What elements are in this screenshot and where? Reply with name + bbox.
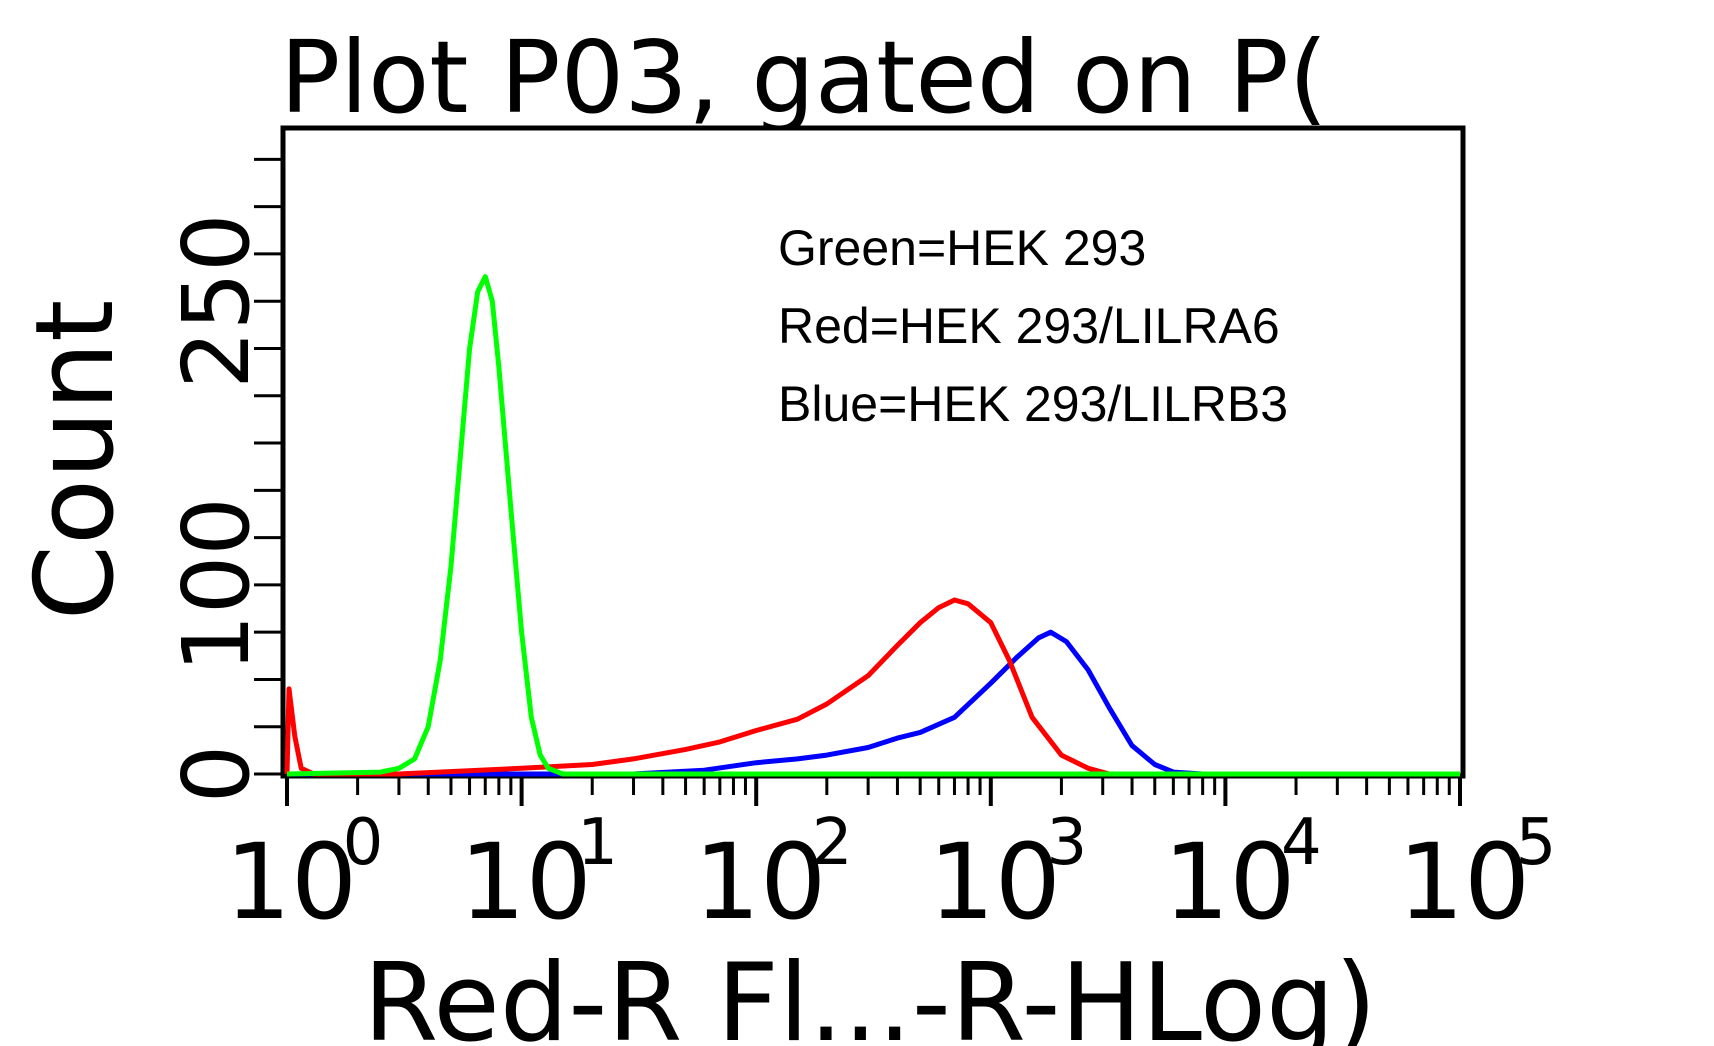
x-tick-base: 10 [1163, 821, 1295, 943]
x-tick-exponent: 3 [1046, 806, 1087, 880]
x-tick-label: 105 [1398, 806, 1557, 943]
y-tick-label: 100 [163, 497, 270, 673]
x-tick-base: 10 [929, 821, 1061, 943]
legend-entry-blue: Blue=HEK 293/LILRB3 [778, 376, 1288, 432]
x-tick-label: 102 [694, 806, 853, 943]
x-tick-base: 10 [694, 821, 826, 943]
x-tick-label: 100 [225, 806, 384, 943]
x-tick-base: 10 [459, 821, 591, 943]
legend-entry-red: Red=HEK 293/LILRA6 [778, 298, 1280, 354]
x-tick-base: 10 [1398, 821, 1530, 943]
x-axis-tick-labels: 100 101 102 103 104 105 [225, 806, 1557, 943]
x-tick-exponent: 0 [343, 806, 384, 880]
x-tick-exponent: 2 [812, 806, 853, 880]
x-tick-label: 103 [929, 806, 1088, 943]
x-tick-label: 101 [459, 806, 618, 943]
x-tick-base: 10 [225, 821, 357, 943]
x-tick-label: 104 [1163, 806, 1322, 943]
x-tick-exponent: 4 [1281, 806, 1322, 880]
legend-entry-green: Green=HEK 293 [778, 220, 1146, 276]
plot-series [284, 274, 1460, 777]
x-tick-exponent: 1 [577, 806, 618, 880]
y-axis-minor-ticks [254, 157, 283, 776]
y-axis-tick-labels: 0 100 250 [163, 213, 270, 803]
x-tick-exponent: 5 [1516, 806, 1557, 880]
y-tick-label: 0 [163, 745, 270, 804]
y-tick-label: 250 [163, 213, 270, 389]
x-axis-minor-ticks [285, 776, 1462, 806]
legend: Green=HEK 293 Red=HEK 293/LILRA6 Blue=HE… [778, 220, 1288, 432]
y-axis-label: Count [13, 300, 138, 621]
series-line-2 [286, 274, 1460, 777]
x-axis-label: Red-R Fl...-R-HLog) [363, 941, 1377, 1046]
series-line-0 [287, 629, 1460, 777]
chart-title: Plot P03, gated on P( [280, 19, 1328, 136]
